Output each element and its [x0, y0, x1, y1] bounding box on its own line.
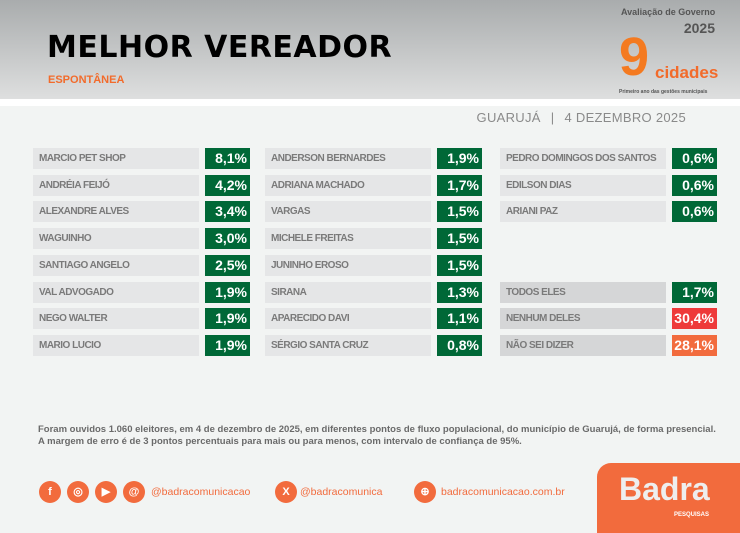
candidate-percent: 0,6%	[672, 174, 717, 196]
result-row: TODOS ELES 1,7%	[500, 281, 717, 303]
candidate-name: ANDRÉIA FEIJÓ	[33, 174, 199, 196]
candidate-name: WAGUINHO	[33, 228, 199, 250]
candidate-percent: 1,1%	[437, 308, 482, 330]
candidate-percent: 0,8%	[437, 334, 482, 356]
result-row: MICHELE FREITAS 1,5%	[265, 228, 482, 250]
candidate-name: JUNINHO EROSO	[265, 254, 431, 276]
result-row: WAGUINHO 3,0%	[33, 228, 250, 250]
candidate-name: VAL ADVOGADO	[33, 281, 199, 303]
result-row: SÉRGIO SANTA CRUZ 0,8%	[265, 334, 482, 356]
candidate-percent: 1,5%	[437, 201, 482, 223]
candidate-percent: 8,1%	[205, 148, 250, 169]
result-row: SIRANA 1,3%	[265, 281, 482, 303]
candidate-percent: 1,7%	[672, 281, 717, 303]
candidate-percent: 1,3%	[437, 281, 482, 303]
result-row: MARIO LUCIO 1,9%	[33, 334, 250, 356]
result-row: ALEXANDRE ALVES 3,4%	[33, 201, 250, 223]
candidate-name: NEGO WALTER	[33, 308, 199, 330]
candidate-name: ARIANI PAZ	[500, 201, 666, 223]
candidate-percent: 1,5%	[437, 228, 482, 250]
divider	[0, 99, 740, 106]
result-row: ANDERSON BERNARDES 1,9%	[265, 148, 482, 169]
candidate-percent: 2,5%	[205, 254, 250, 276]
candidate-percent: 0,6%	[672, 201, 717, 223]
candidate-name: MARCIO PET SHOP	[33, 148, 199, 169]
candidate-percent: 30,4%	[672, 308, 717, 330]
candidate-percent: 1,9%	[437, 148, 482, 169]
badra-logo: Badra PESQUISAS	[597, 463, 740, 533]
result-row: NEGO WALTER 1,9%	[33, 308, 250, 330]
header-banner	[0, 0, 740, 99]
location: GUARUJÁ	[476, 110, 541, 125]
result-row: VAL ADVOGADO 1,9%	[33, 281, 250, 303]
note-line: Foram ouvidos 1.060 eleitores, em 4 de d…	[38, 424, 716, 435]
result-row: VARGAS 1,5%	[265, 201, 482, 223]
candidate-name: TODOS ELES	[500, 281, 666, 303]
candidate-name: VARGAS	[265, 201, 431, 223]
candidate-name: PEDRO DOMINGOS DOS SANTOS	[500, 148, 666, 169]
result-row: ARIANI PAZ 0,6%	[500, 201, 717, 223]
result-row: APARECIDO DAVI 1,1%	[265, 308, 482, 330]
globe-icon[interactable]: ⊕	[414, 481, 436, 503]
logo-tagline: Primeiro ano das gestões municipais	[619, 89, 708, 95]
brand-name: Badra	[619, 471, 710, 507]
result-row: MARCIO PET SHOP 8,1%	[33, 148, 250, 169]
social-handle[interactable]: @badracomunicacao	[151, 486, 251, 498]
candidate-percent: 3,0%	[205, 228, 250, 250]
candidate-percent: 1,9%	[205, 281, 250, 303]
separator: |	[550, 110, 555, 125]
9-cidades-logo: Avaliação de Governo 2025 9 cidades Prim…	[615, 6, 727, 98]
date: 4 DEZEMBRO 2025	[564, 110, 686, 125]
facebook-icon[interactable]: f	[39, 481, 61, 503]
candidate-name: ANDERSON BERNARDES	[265, 148, 431, 169]
result-row: SANTIAGO ANGELO 2,5%	[33, 254, 250, 276]
brand-sub: PESQUISAS	[674, 512, 710, 518]
logo-word: cidades	[655, 63, 719, 82]
website-link[interactable]: badracomunicacao.com.br	[441, 486, 565, 498]
youtube-icon[interactable]: ▶	[95, 481, 117, 503]
candidate-name: ALEXANDRE ALVES	[33, 201, 199, 223]
candidate-name: MARIO LUCIO	[33, 334, 199, 356]
page-title: MELHOR VEREADOR	[47, 30, 393, 65]
candidate-name: NÃO SEI DIZER	[500, 334, 666, 356]
location-date: GUARUJÁ | 4 DEZEMBRO 2025	[477, 110, 686, 126]
result-row: ADRIANA MACHADO 1,7%	[265, 174, 482, 196]
methodology-note: Foram ouvidos 1.060 eleitores, em 4 de d…	[38, 424, 718, 448]
candidate-name: NENHUM DELES	[500, 308, 666, 330]
candidate-percent: 0,6%	[672, 148, 717, 169]
threads-icon[interactable]: @	[123, 481, 145, 503]
candidate-percent: 1,5%	[437, 254, 482, 276]
candidate-name: SÉRGIO SANTA CRUZ	[265, 334, 431, 356]
candidate-name: SIRANA	[265, 281, 431, 303]
logo-number: 9	[619, 27, 650, 87]
x-icon[interactable]: X	[275, 481, 297, 503]
result-row: NENHUM DELES 30,4%	[500, 308, 717, 330]
candidate-name: ADRIANA MACHADO	[265, 174, 431, 196]
candidate-percent: 1,9%	[205, 334, 250, 356]
candidate-percent: 28,1%	[672, 334, 717, 356]
page-subtitle: ESPONTÂNEA	[48, 74, 125, 86]
result-row: EDILSON DIAS 0,6%	[500, 174, 717, 196]
result-row: NÃO SEI DIZER 28,1%	[500, 334, 717, 356]
candidate-name: SANTIAGO ANGELO	[33, 254, 199, 276]
x-handle[interactable]: @badracomunica	[300, 486, 383, 498]
candidate-percent: 3,4%	[205, 201, 250, 223]
logo-line1: Avaliação de Governo	[621, 7, 716, 17]
logo-year: 2025	[683, 20, 715, 36]
result-row: ANDRÉIA FEIJÓ 4,2%	[33, 174, 250, 196]
candidate-percent: 1,7%	[437, 174, 482, 196]
result-row: PEDRO DOMINGOS DOS SANTOS 0,6%	[500, 148, 717, 169]
candidate-name: APARECIDO DAVI	[265, 308, 431, 330]
candidate-percent: 4,2%	[205, 174, 250, 196]
candidate-name: MICHELE FREITAS	[265, 228, 431, 250]
note-line: A margem de erro é de 3 pontos percentua…	[38, 436, 522, 447]
instagram-icon[interactable]: ◎	[67, 481, 89, 503]
candidate-percent: 1,9%	[205, 308, 250, 330]
candidate-name: EDILSON DIAS	[500, 174, 666, 196]
result-row: JUNINHO EROSO 1,5%	[265, 254, 482, 276]
